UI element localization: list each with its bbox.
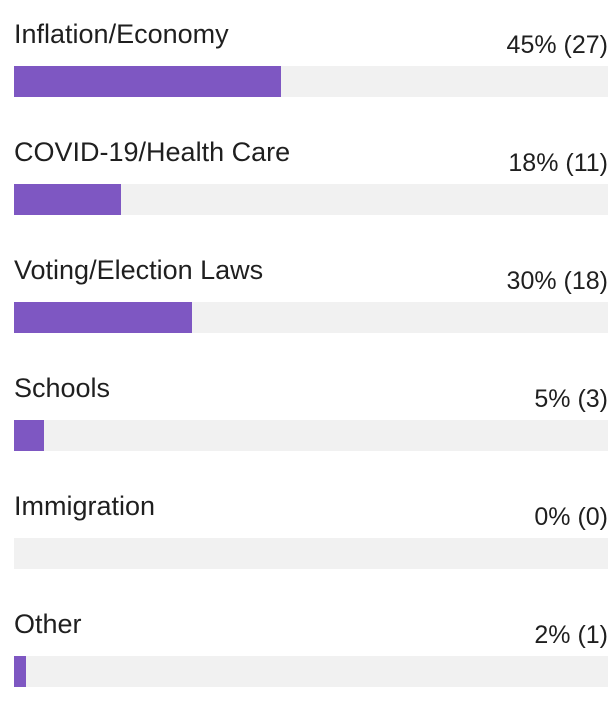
value-label: 30% (18) xyxy=(506,267,608,295)
bar-fill xyxy=(14,420,44,451)
bar-track xyxy=(14,302,608,333)
value-label: 0% (0) xyxy=(534,503,608,531)
result-row-immigration: Immigration 0% (0) xyxy=(14,490,608,590)
bar-fill xyxy=(14,656,26,687)
category-label: Schools xyxy=(14,373,111,403)
bar-track xyxy=(14,184,608,215)
category-label: Immigration xyxy=(14,491,156,521)
bar-track xyxy=(14,538,608,569)
category-label: Other xyxy=(14,609,82,639)
bar-fill xyxy=(14,184,121,215)
value-label: 2% (1) xyxy=(534,621,608,649)
category-label: Inflation/Economy xyxy=(14,19,229,49)
result-row-covid-health-care: COVID-19/Health Care 18% (11) xyxy=(14,136,608,236)
result-row-schools: Schools 5% (3) xyxy=(14,372,608,472)
bar-track xyxy=(14,420,608,451)
category-label: Voting/Election Laws xyxy=(14,255,264,285)
result-row-other: Other 2% (1) xyxy=(14,608,608,708)
value-label: 45% (27) xyxy=(506,31,608,59)
result-row-inflation-economy: Inflation/Economy 45% (27) xyxy=(14,18,608,118)
bar-fill xyxy=(14,302,192,333)
poll-results: Inflation/Economy 45% (27) COVID-19/Heal… xyxy=(14,18,608,687)
value-label: 5% (3) xyxy=(534,385,608,413)
bar-track xyxy=(14,66,608,97)
result-row-voting-election-laws: Voting/Election Laws 30% (18) xyxy=(14,254,608,354)
category-label: COVID-19/Health Care xyxy=(14,137,291,167)
bar-fill xyxy=(14,66,281,97)
value-label: 18% (11) xyxy=(508,149,608,177)
bar-track xyxy=(14,656,608,687)
